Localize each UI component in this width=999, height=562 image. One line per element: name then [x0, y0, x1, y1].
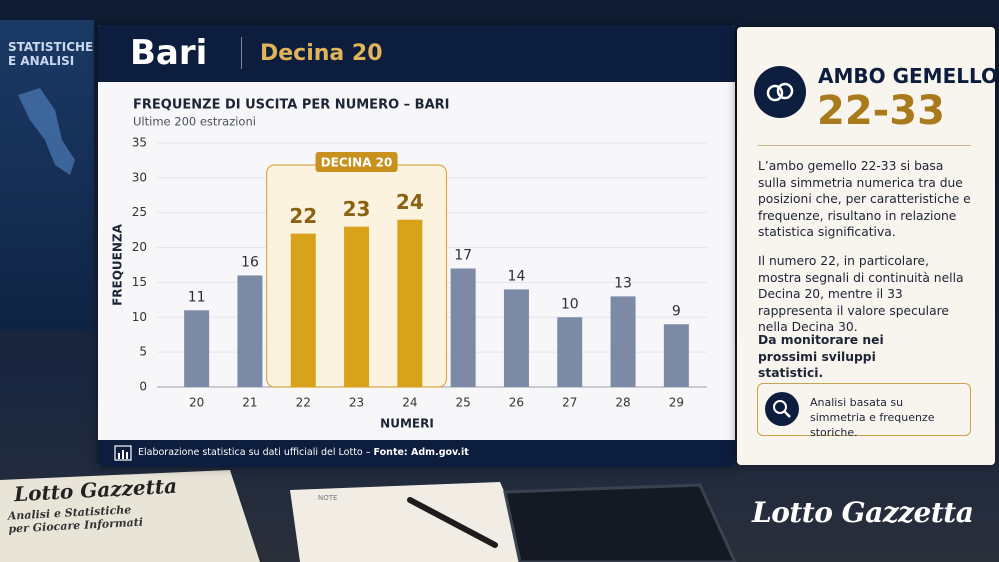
x-tick-label: 25 — [456, 396, 471, 410]
value-label: 16 — [241, 254, 259, 270]
value-label: 11 — [188, 289, 206, 305]
y-tick-label: 35 — [132, 136, 147, 150]
value-label: 14 — [508, 268, 526, 284]
value-label: 22 — [289, 204, 317, 228]
bg-notebook-label: NOTE — [318, 494, 338, 502]
highlight-label: DECINA 20 — [321, 156, 393, 170]
bg-map — [18, 88, 75, 175]
bar — [610, 296, 636, 387]
header-city: Bari — [130, 33, 208, 73]
bar — [290, 233, 316, 387]
y-tick-label: 15 — [132, 275, 147, 289]
panel-divider — [758, 145, 971, 146]
bar — [557, 317, 583, 387]
footer-source-link: Fonte: Adm.gov.it — [373, 447, 469, 458]
bg-notebook — [290, 482, 535, 562]
x-tick-label: 24 — [402, 396, 417, 410]
y-tick-label: 30 — [132, 170, 147, 184]
bg-screen-label: STATISTICHE E ANALISI — [8, 40, 94, 68]
card-footer — [98, 440, 735, 467]
bg-newspaper — [0, 470, 260, 562]
note-icon — [765, 392, 799, 426]
value-label: 13 — [614, 275, 632, 291]
x-tick-label: 22 — [296, 396, 311, 410]
card-header — [98, 25, 735, 82]
x-tick-label: 27 — [562, 396, 577, 410]
note-box — [757, 383, 971, 436]
panel-paragraph: Il numero 22, in particolare, mostra seg… — [758, 254, 964, 334]
main-card: Bari Decina 20 Elaborazione statistica s… — [98, 25, 735, 467]
x-axis-label: NUMERI — [380, 417, 434, 431]
panel-emphasis: Da monitorare nei prossimi sviluppi stat… — [758, 333, 884, 380]
y-tick-label: 0 — [139, 380, 147, 394]
x-tick-label: 20 — [189, 396, 204, 410]
footer-icon — [114, 445, 132, 461]
x-tick-label: 28 — [615, 396, 630, 410]
y-tick-label: 10 — [132, 310, 147, 324]
value-label: 10 — [561, 296, 579, 312]
panel-title: AMBO GEMELLO — [818, 64, 999, 88]
bar — [184, 310, 210, 387]
y-tick-label: 5 — [139, 345, 147, 359]
brand: Lotto Gazzetta — [752, 496, 974, 529]
value-label: 23 — [343, 197, 371, 221]
value-label: 9 — [672, 303, 681, 319]
value-label: 24 — [396, 190, 424, 214]
x-tick-label: 21 — [242, 396, 257, 410]
y-tick-label: 25 — [132, 205, 147, 219]
chart-title: FREQUENZE DI USCITA PER NUMERO – BARI — [133, 98, 450, 113]
highlight-label-bg — [315, 152, 398, 172]
bar — [503, 289, 529, 387]
chart-subtitle: Ultime 200 estrazioni — [133, 115, 256, 129]
panel-icon — [754, 66, 806, 118]
x-tick-label: 29 — [669, 396, 684, 410]
header-divider — [241, 37, 242, 69]
header-decade: Decina 20 — [260, 41, 383, 66]
bg-screen — [0, 20, 94, 330]
note-text: Analisi basata su simmetria e frequenze … — [810, 396, 935, 439]
y-tick-label: 20 — [132, 240, 147, 254]
bar — [237, 275, 263, 387]
panel-paragraph: L’ambo gemello 22-33 si basa sulla simme… — [758, 159, 971, 239]
bar — [450, 268, 476, 387]
footer-source-text: Elaborazione statistica su dati ufficial… — [138, 447, 371, 458]
x-tick-label: 26 — [509, 396, 524, 410]
footer-source: Elaborazione statistica su dati ufficial… — [138, 447, 469, 458]
y-axis-label: FREQUENZA — [111, 223, 125, 306]
bar — [663, 324, 689, 387]
x-tick-label: 23 — [349, 396, 364, 410]
bg-pen — [407, 497, 498, 548]
bar — [344, 226, 370, 387]
panel-pair: 22-33 — [817, 88, 945, 134]
value-label: 17 — [454, 247, 472, 263]
bar — [397, 219, 423, 387]
bg-tablet — [503, 483, 737, 562]
